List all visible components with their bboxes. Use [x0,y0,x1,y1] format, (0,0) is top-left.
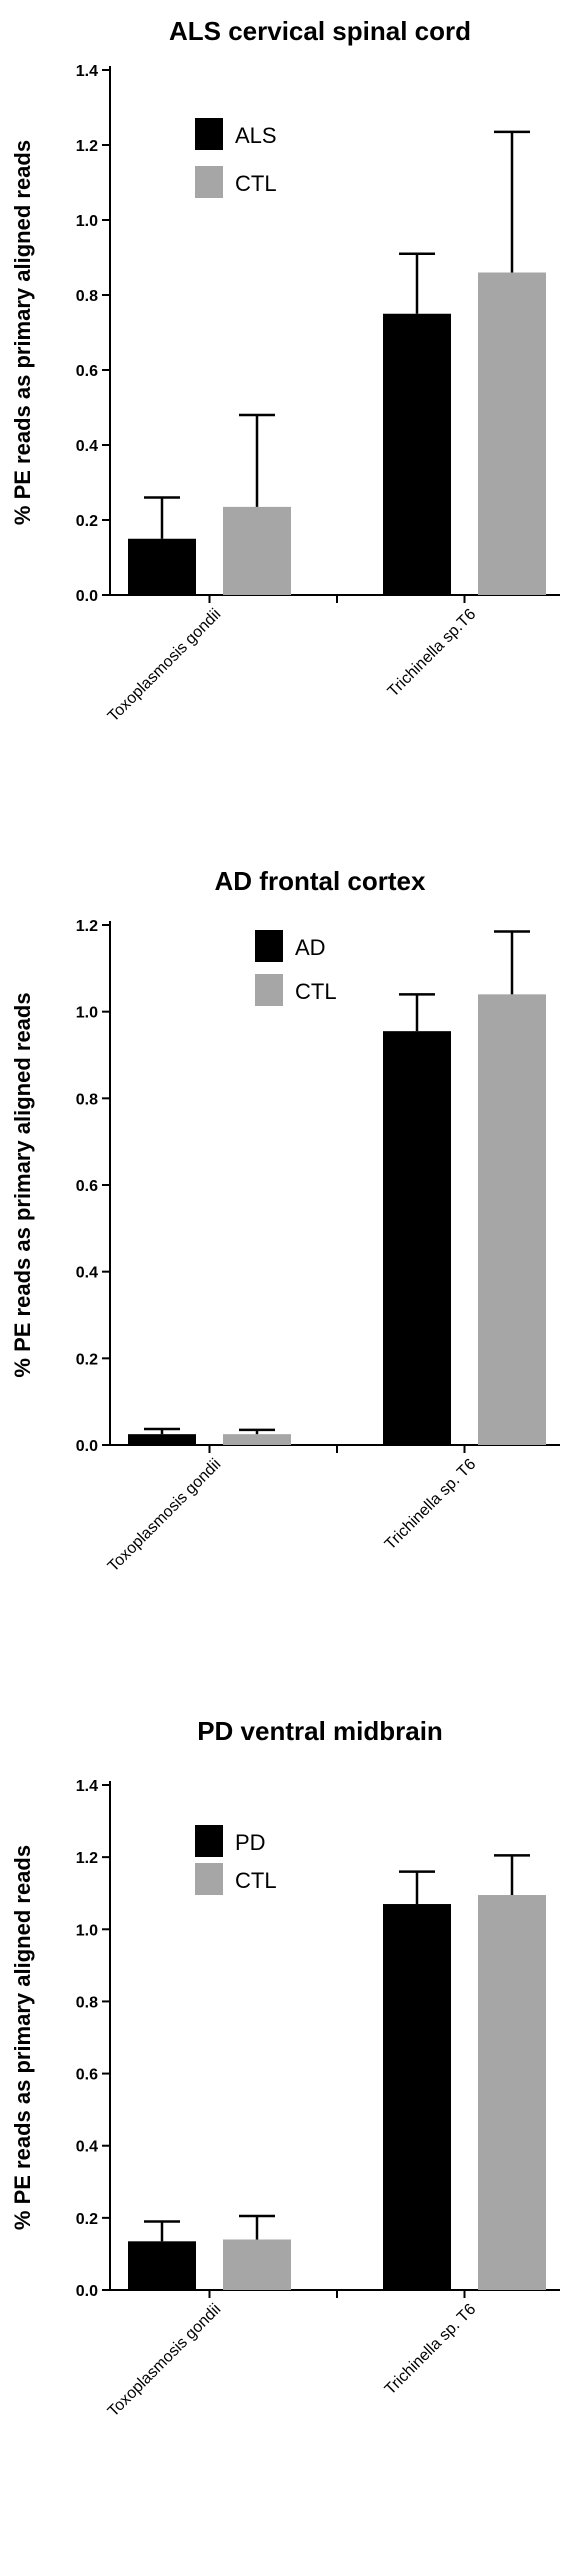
y-tick-label: 1.0 [76,213,98,230]
legend-swatch [255,974,283,1006]
y-tick-label: 0.0 [76,588,98,605]
bar [478,272,546,595]
y-axis-label: % PE reads as primary aligned reads [10,1845,35,2230]
chart-svg: AD frontal cortex % PE reads as primary a… [10,866,560,1576]
bar [478,994,546,1445]
y-tick-label: 1.2 [76,1850,98,1867]
bar [478,1895,546,2290]
y-tick-label: 0.8 [76,1091,98,1108]
y-tick-label: 1.2 [76,138,98,155]
chart-svg: ALS cervical spinal cord % PE reads as pr… [10,16,560,726]
chart-ad-frontal-cortex: AD frontal cortex % PE reads as primary a… [0,850,570,1700]
legend-label: CTL [295,979,337,1004]
legend-label: CTL [235,1868,277,1893]
y-tick-label: 0.8 [76,1994,98,2011]
chart-title: PD ventral midbrain [197,1716,443,1746]
legend-swatch [255,930,283,962]
legend-label: PD [235,1830,266,1855]
y-axis-label: % PE reads as primary aligned reads [10,140,35,525]
bar [223,2239,291,2290]
y-tick-label: 0.4 [76,2139,98,2156]
legend-swatch [195,118,223,150]
y-tick-label: 1.4 [76,63,98,80]
bar [128,538,196,595]
y-axis-label: % PE reads as primary aligned reads [10,992,35,1377]
x-category-label: Toxoplasmosis gondii [105,1456,225,1576]
chart-title: AD frontal cortex [215,866,426,896]
y-tick-label: 0.8 [76,288,98,305]
y-tick-label: 0.2 [76,2211,98,2228]
legend-swatch [195,166,223,198]
chart-pd-ventral-midbrain: PD ventral midbrain % PE reads as primary… [0,1700,570,2550]
bar [223,1434,291,1445]
chart-als-cervical-spinal-cord: ALS cervical spinal cord % PE reads as pr… [0,0,570,850]
y-tick-label: 0.2 [76,1351,98,1368]
legend-swatch [195,1825,223,1857]
x-category-label: Trichinella sp. T6 [382,1456,480,1554]
y-tick-label: 1.2 [76,918,98,935]
y-tick-label: 0.0 [76,2283,98,2300]
bar [383,1904,451,2290]
legend-label: AD [295,935,326,960]
y-tick-label: 1.4 [76,1778,98,1795]
x-category-label: Toxoplasmosis gondii [105,606,225,726]
legend-label: CTL [235,171,277,196]
bar [383,313,451,595]
y-tick-label: 0.6 [76,2067,98,2084]
y-tick-label: 0.4 [76,1265,98,1282]
y-tick-label: 1.0 [76,1922,98,1939]
y-tick-label: 0.0 [76,1438,98,1455]
legend-label: ALS [235,123,277,148]
y-tick-label: 0.4 [76,438,98,455]
x-category-label: Trichinella sp. T6 [382,2301,480,2399]
x-category-label: Toxoplasmosis gondii [105,2301,225,2421]
bar [383,1031,451,1445]
y-tick-label: 0.6 [76,1178,98,1195]
y-tick-label: 0.6 [76,363,98,380]
bar [128,1434,196,1445]
bar [223,506,291,595]
y-tick-label: 0.2 [76,513,98,530]
chart-title: ALS cervical spinal cord [169,16,471,46]
x-category-label: Trichinella sp.T6 [385,606,480,701]
chart-svg: PD ventral midbrain % PE reads as primary… [10,1716,560,2421]
bar [128,2241,196,2290]
y-tick-label: 1.0 [76,1005,98,1022]
legend-swatch [195,1863,223,1895]
